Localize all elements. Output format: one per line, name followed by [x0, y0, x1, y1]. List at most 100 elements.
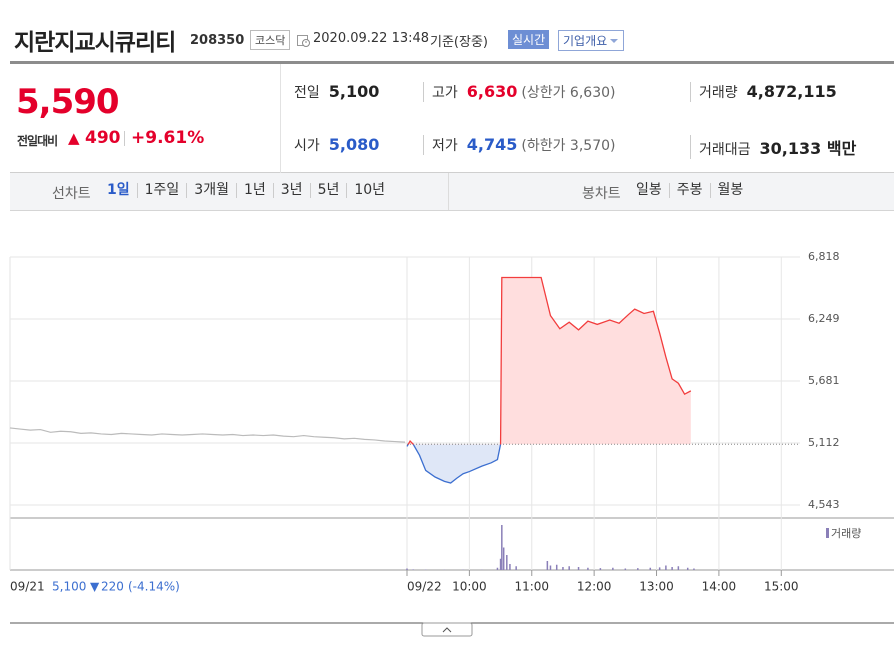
prev-date: 09/21 [10, 580, 45, 594]
tab[interactable]: 3개월 [186, 183, 236, 198]
volume-bar [496, 567, 499, 570]
x-tick-label: 12:00 [577, 580, 612, 594]
x-tick-label: 14:00 [702, 580, 737, 594]
volume-bar [509, 564, 511, 570]
prev-rate: (-4.14%) [128, 580, 180, 594]
time-icon [297, 35, 310, 47]
prev-day-line [9, 427, 406, 443]
prev-change: 220 [101, 580, 124, 594]
volume-bar [412, 569, 414, 570]
stat: 거래량 4,872,115 [690, 82, 837, 102]
stat-label: 전일 [294, 85, 320, 101]
collapse-icon [442, 627, 452, 633]
volume-bar [562, 567, 564, 570]
market-badge: 코스닥 [250, 30, 291, 50]
stock-code: 208350 [190, 33, 245, 48]
stat: 고가 6,630 (상한가 6,630) [423, 82, 615, 102]
tab-divider [448, 173, 449, 210]
tab[interactable]: 주봉 [668, 183, 710, 198]
tab[interactable]: 1일 [107, 182, 130, 198]
company-info-button[interactable]: 기업개요 [558, 30, 625, 51]
tab[interactable]: 5년 [309, 183, 347, 198]
tab[interactable]: 월봉 [709, 183, 751, 198]
datetime: 2020.09.22 13:48 [313, 31, 430, 46]
tab-group-label: 봉차트 [582, 186, 621, 202]
volume-bar [649, 567, 652, 570]
volume-bar [686, 567, 689, 570]
stat-value: 4,872,115 [746, 82, 837, 101]
volume-bar [671, 567, 673, 570]
change-rate: +9.61% [131, 128, 205, 148]
stat: 저가 4,745 (하한가 3,570) [423, 135, 615, 155]
stat-label: 저가 [432, 138, 458, 154]
quote-divider [280, 64, 281, 173]
x-tick-label: 09/22 [407, 580, 442, 594]
stat-value: 5,100 [328, 82, 380, 101]
y-tick-label: 6,249 [808, 312, 840, 325]
x-tick-label: 13:00 [639, 580, 674, 594]
tab[interactable]: 1주일 [136, 183, 187, 198]
stat-label: 거래대금 [699, 142, 751, 158]
realtime-button[interactable]: 실시간 [508, 30, 550, 49]
volume-bar [665, 565, 667, 570]
volume-bar [499, 558, 502, 570]
stat-label: 거래량 [699, 85, 738, 101]
tab[interactable]: 10년 [346, 183, 392, 198]
change-amount: 490 [85, 128, 121, 148]
stat: 거래대금 30,133 백만 [690, 135, 856, 159]
volume-bar [577, 567, 580, 570]
volume-bar [693, 568, 695, 570]
volume-bar [555, 564, 558, 570]
volume-bar [568, 566, 570, 570]
volume-bar [515, 566, 517, 570]
volume-bar [502, 547, 505, 570]
volume-bar [599, 568, 602, 570]
x-tick-label: 10:00 [452, 580, 487, 594]
collapse-button[interactable] [421, 622, 473, 637]
tab[interactable]: 1년 [235, 183, 273, 198]
price-area [407, 277, 691, 484]
volume-bar [501, 525, 503, 570]
volume-bar [658, 567, 661, 570]
stat-value: 4,745 [466, 135, 518, 154]
tab[interactable]: 일봉 [636, 182, 662, 198]
volume-bar [506, 555, 508, 570]
legend-label: 거래량 [831, 527, 861, 540]
current-price: 5,590 [16, 82, 120, 122]
candle-tabs: 일봉 주봉 월봉 [629, 183, 750, 198]
volume-bar [406, 568, 408, 570]
y-tick-label: 4,543 [808, 498, 840, 511]
stat-label: 시가 [294, 138, 320, 154]
y-tick-label: 5,112 [808, 436, 840, 449]
tab[interactable]: 3년 [272, 183, 310, 198]
stat-value: 6,630 [466, 82, 518, 101]
stat: 시가 5,080 [294, 135, 379, 155]
basis: 기준(장중) [430, 35, 488, 50]
tab-group-label: 선차트 [52, 186, 91, 202]
y-tick-label: 5,681 [808, 374, 840, 387]
volume-bar [587, 567, 589, 570]
volume-bar [546, 561, 549, 570]
stat-label: 고가 [432, 85, 458, 101]
volume-bar [637, 568, 639, 570]
x-tick-label: 15:00 [764, 580, 799, 594]
volume-bar [612, 567, 614, 570]
volume-bar [549, 565, 552, 570]
change-label: 전일대비 [17, 134, 58, 148]
stat-note: (상한가 6,630) [521, 85, 616, 101]
change-arrow: ▲ [68, 129, 80, 147]
volume-bar [677, 566, 680, 570]
quote-panel [10, 64, 894, 173]
y-tick-label: 6,818 [808, 250, 840, 263]
line-tabs: 1일 1주일 3개월 1년 3년 5년 10년 [100, 183, 392, 198]
separator [124, 131, 125, 146]
stock-name: 지란지교시큐리티 [14, 30, 176, 56]
legend-swatch [826, 528, 829, 538]
header-rule [10, 61, 894, 64]
tab-bar [10, 173, 894, 211]
x-tick-label: 11:00 [514, 580, 549, 594]
price-line [406, 276, 692, 484]
stat-note: (하한가 3,570) [521, 138, 616, 154]
